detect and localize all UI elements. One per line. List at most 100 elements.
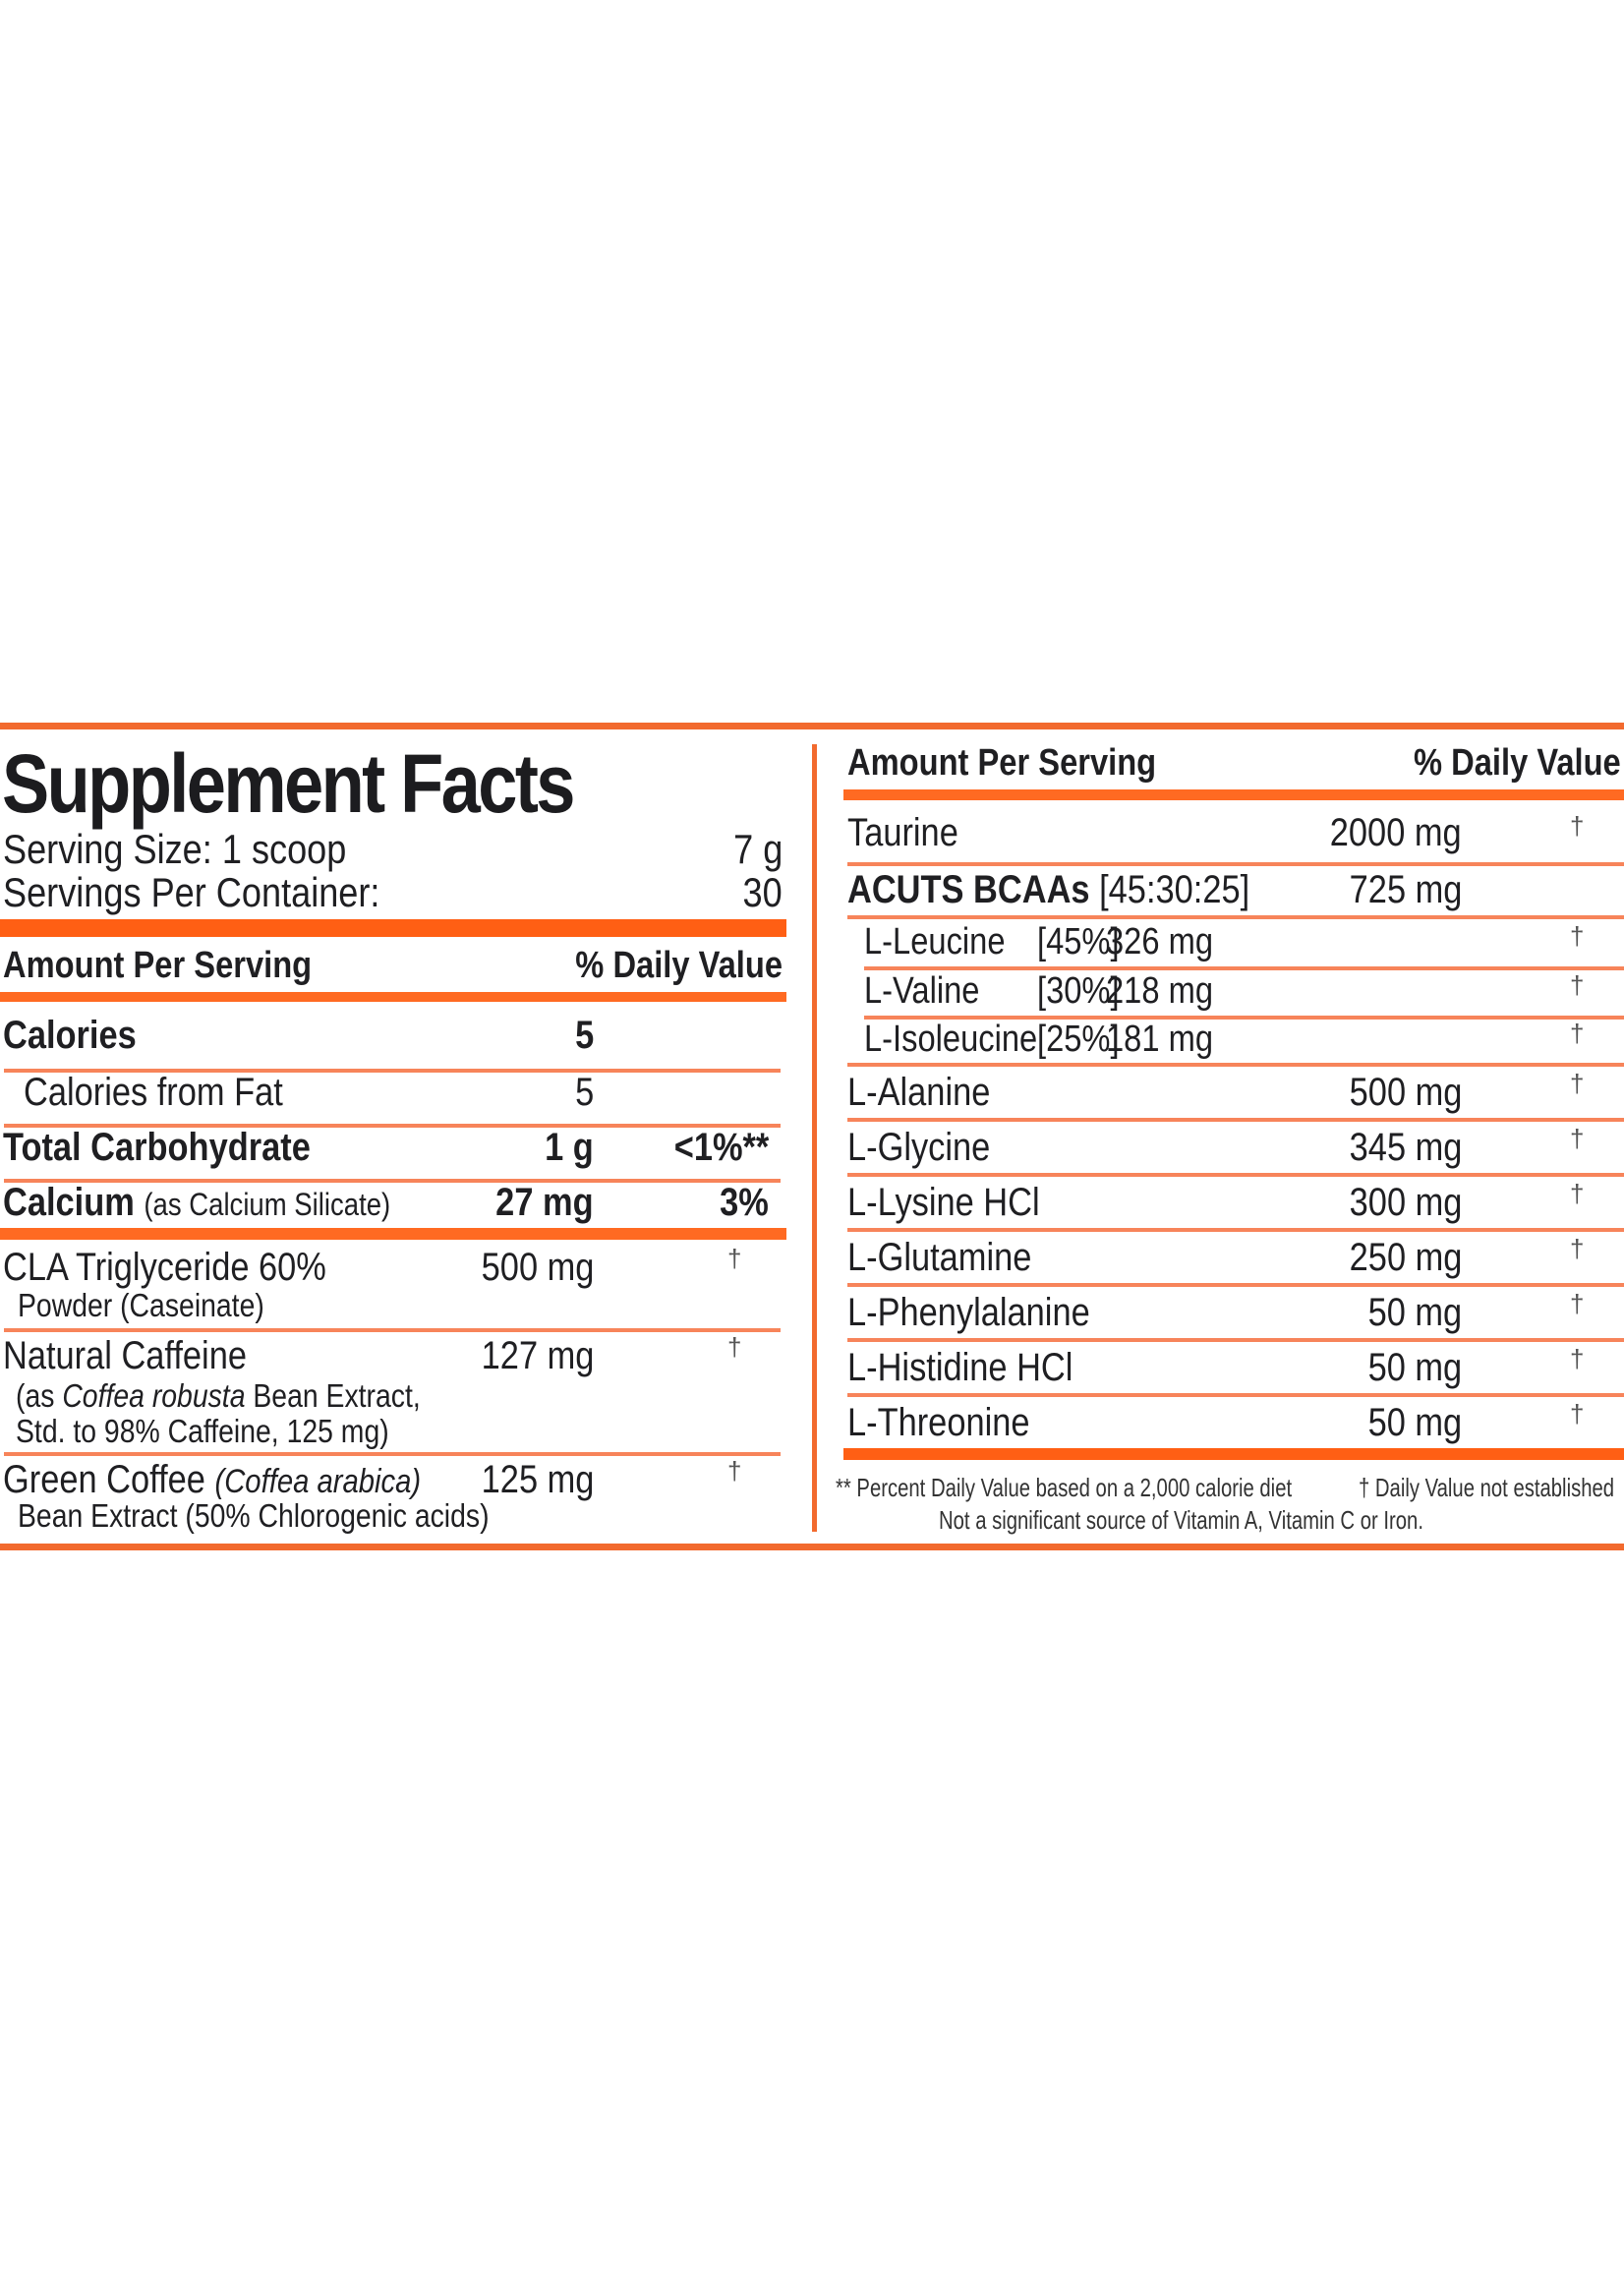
dagger-icon: † [727, 1332, 742, 1362]
row-calcium-name: Calcium (as Calcium Silicate) [3, 1181, 391, 1224]
row-glutamine-amount: 250 mg [1349, 1236, 1462, 1279]
footnote-not-significant-source: Not a significant source of Vitamin A, V… [939, 1505, 1423, 1535]
row-taurine-amount: 2000 mg [1330, 811, 1462, 854]
row-threonine-amount: 50 mg [1367, 1401, 1462, 1444]
row-leucine-name: L-Leucine [864, 921, 1006, 962]
row-alanine-amount: 500 mg [1349, 1071, 1462, 1114]
row-calories-amount: 5 [574, 1014, 594, 1057]
dagger-icon: † [727, 1244, 742, 1273]
ingredient-caffeine-amount: 127 mg [481, 1334, 594, 1377]
divider-thick [0, 919, 786, 937]
dagger-icon: † [727, 1456, 742, 1486]
divider-thin [847, 1063, 1624, 1067]
servings-per-container-value: 30 [742, 869, 783, 915]
row-histidine-amount: 50 mg [1367, 1346, 1462, 1389]
dagger-icon: † [1570, 970, 1585, 1000]
row-calories-from-fat-name: Calories from Fat [24, 1071, 283, 1114]
dagger-icon: † [1570, 1124, 1585, 1153]
dagger-icon: † [1570, 1179, 1585, 1208]
divider-thin [4, 1124, 781, 1128]
row-threonine-name: L-Threonine [847, 1401, 1030, 1444]
right-panel: Amount Per Serving % Daily Value Taurine… [836, 723, 1624, 1550]
daily-value-header: % Daily Value [575, 945, 783, 986]
row-total-carb-dv: <1%** [673, 1126, 769, 1169]
dagger-icon: † [1570, 1399, 1585, 1429]
divider-thin [847, 1173, 1624, 1177]
supplement-facts-label: Supplement Facts Serving Size: 1 scoop 7… [0, 723, 1624, 1550]
row-isoleucine-name: L-Isoleucine [864, 1019, 1038, 1060]
divider-thin [864, 966, 1624, 970]
divider-medium [0, 992, 786, 1002]
row-bcaas-amount: 725 mg [1349, 868, 1462, 911]
serving-size-value: 7 g [732, 826, 783, 872]
divider-thin [847, 1338, 1624, 1342]
divider-thin [847, 1118, 1624, 1122]
divider-thin [864, 1016, 1624, 1020]
divider-thin [847, 915, 1624, 919]
row-lysine-amount: 300 mg [1349, 1181, 1462, 1224]
ingredient-green-coffee-detail: Bean Extract (50% Chlorogenic acids) [18, 1497, 490, 1534]
row-isoleucine-pct: [25%] [1037, 1019, 1120, 1060]
divider-thin [4, 1069, 781, 1073]
row-valine-pct: [30%] [1037, 970, 1120, 1012]
ingredient-caffeine-detail-2: Std. to 98% Caffeine, 125 mg) [16, 1413, 389, 1449]
divider-thin [4, 1179, 781, 1183]
ingredient-green-coffee-amount: 125 mg [481, 1458, 594, 1501]
row-phenylalanine-name: L-Phenylalanine [847, 1291, 1090, 1334]
row-glutamine-name: L-Glutamine [847, 1236, 1032, 1279]
serving-size-label: Serving Size: 1 scoop [3, 826, 347, 872]
row-calories-from-fat-amount: 5 [574, 1071, 594, 1114]
ingredient-cla-detail: Powder (Caseinate) [18, 1287, 264, 1323]
footnote-dv-not-established: † Daily Value not established [1359, 1473, 1615, 1502]
row-leucine-amount: 326 mg [1106, 921, 1214, 962]
ingredient-caffeine-name: Natural Caffeine [3, 1334, 247, 1377]
ingredient-green-coffee-name: Green Coffee (Coffea arabica) [3, 1458, 422, 1501]
row-calories-name: Calories [3, 1014, 137, 1057]
divider-thin [847, 1228, 1624, 1232]
divider-medium [0, 1228, 786, 1240]
row-phenylalanine-amount: 50 mg [1367, 1291, 1462, 1334]
label-title: Supplement Facts [2, 737, 575, 830]
row-glycine-amount: 345 mg [1349, 1126, 1462, 1169]
row-valine-amount: 218 mg [1106, 970, 1214, 1012]
dagger-icon: † [1570, 811, 1585, 841]
amount-per-serving-header: Amount Per Serving [3, 945, 313, 986]
footnote-percent-dv: ** Percent Daily Value based on a 2,000 … [836, 1473, 1293, 1502]
column-divider [812, 744, 817, 1532]
row-leucine-pct: [45%] [1037, 921, 1120, 962]
dagger-icon: † [1570, 1344, 1585, 1373]
divider-thin [847, 1283, 1624, 1287]
left-panel: Supplement Facts Serving Size: 1 scoop 7… [0, 723, 786, 1550]
daily-value-header: % Daily Value [1414, 742, 1621, 784]
dagger-icon: † [1570, 1234, 1585, 1263]
row-lysine-name: L-Lysine HCl [847, 1181, 1040, 1224]
divider-thick [843, 1448, 1624, 1460]
row-alanine-name: L-Alanine [847, 1071, 991, 1114]
divider-medium [843, 789, 1624, 800]
row-glycine-name: L-Glycine [847, 1126, 991, 1169]
ingredient-caffeine-detail-1: (as Coffea robusta Bean Extract, [16, 1377, 421, 1414]
dagger-icon: † [1570, 921, 1585, 951]
row-isoleucine-amount: 181 mg [1106, 1019, 1214, 1060]
row-bcaas-name: ACUTS BCAAs [45:30:25] [847, 868, 1250, 911]
divider-thin [847, 1393, 1624, 1397]
dagger-icon: † [1570, 1289, 1585, 1318]
bottom-border [0, 1544, 1624, 1550]
row-valine-name: L-Valine [864, 970, 980, 1012]
row-total-carb-amount: 1 g [545, 1126, 594, 1169]
divider-thin [847, 862, 1624, 866]
row-calcium-amount: 27 mg [495, 1181, 594, 1224]
row-total-carb-name: Total Carbohydrate [3, 1126, 311, 1169]
servings-per-container-label: Servings Per Container: [3, 869, 380, 915]
row-histidine-name: L-Histidine HCl [847, 1346, 1073, 1389]
dagger-icon: † [1570, 1069, 1585, 1098]
divider-thin [4, 1452, 781, 1456]
ingredient-cla-name: CLA Triglyceride 60% [3, 1246, 326, 1289]
ingredient-cla-amount: 500 mg [481, 1246, 594, 1289]
row-calcium-dv: 3% [720, 1181, 769, 1224]
dagger-icon: † [1570, 1019, 1585, 1048]
row-taurine-name: Taurine [847, 811, 958, 854]
amount-per-serving-header: Amount Per Serving [847, 742, 1157, 784]
divider-thin [4, 1328, 781, 1332]
top-border [0, 723, 1624, 729]
